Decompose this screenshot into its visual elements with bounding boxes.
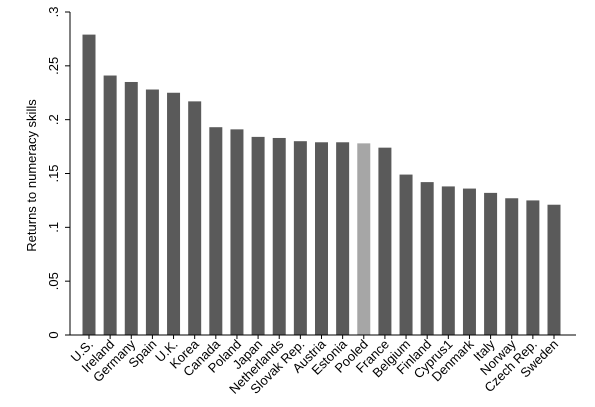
y-tick-label: .1 [46,222,61,233]
x-labels-group: U.S.IrelandGermanySpainU.K.KoreaCanadaPo… [68,335,561,397]
bar-canada [209,127,223,335]
bar-ireland [103,75,117,336]
y-tick-label: .2 [46,114,61,125]
bar-estonia [336,142,350,335]
bar-japan [251,136,265,335]
y-ticks-group: 0 .05 .1 .15 .2 .25 .3 [46,7,70,339]
bar-denmark [462,188,476,335]
y-tick-label: 0 [46,331,61,338]
bar-germany [124,81,138,335]
y-tick-label: .25 [46,57,61,75]
bar-czech-rep [526,200,540,335]
bar-finland [420,182,434,335]
bar-pooled [357,143,371,335]
bar-u-s [82,34,96,336]
bar-slovak-rep [293,141,307,335]
bar-korea [188,101,202,335]
bar-sweden [547,204,561,335]
bar-poland [230,129,244,335]
bar-france [378,147,392,335]
y-axis-title: Returns to numeracy skills [24,99,39,252]
bar-belgium [399,174,413,335]
y-tick-label: .15 [46,164,61,182]
bar-netherlands [272,137,286,335]
bars-group [82,34,561,336]
y-tick-label: .3 [46,7,61,18]
bar-italy [484,192,498,335]
bar-u-k [167,92,181,335]
y-tick-label: .05 [46,272,61,290]
bar-cyprus1 [441,186,455,335]
bar-spain [145,89,159,336]
bar-norway [505,198,519,335]
bar-austria [315,142,328,335]
